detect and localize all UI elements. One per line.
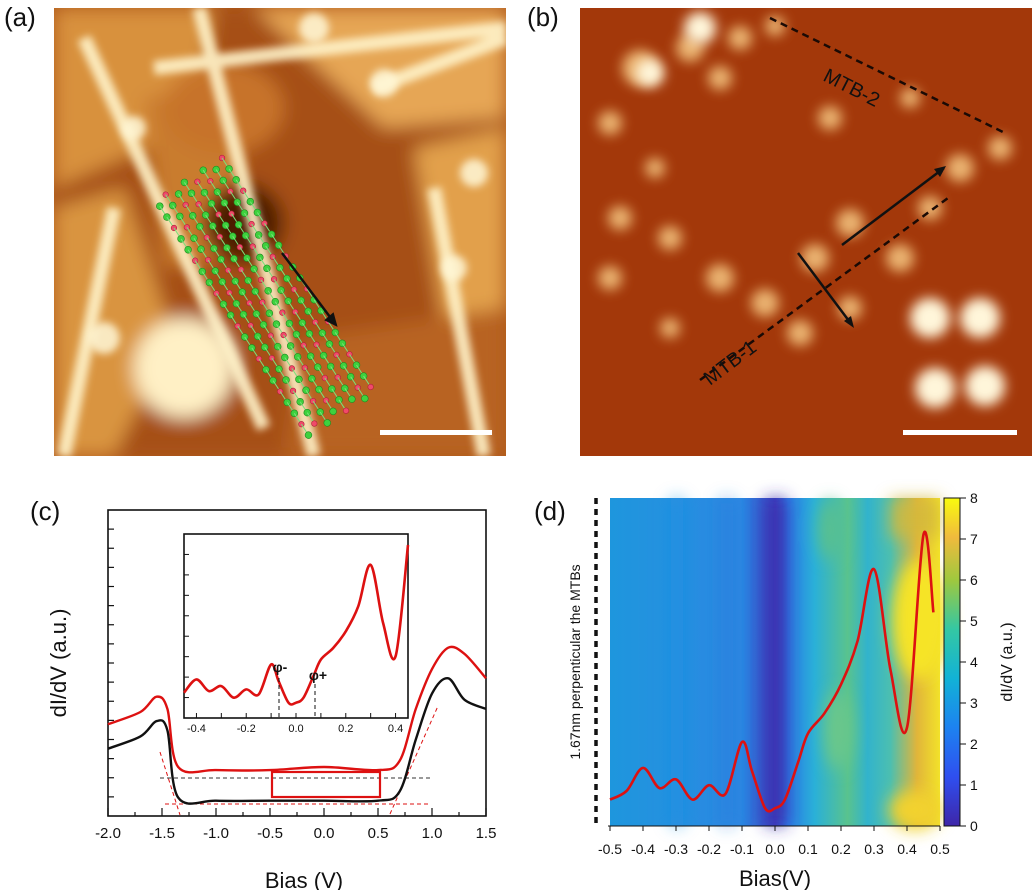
- x-tick-label-c: 0.0: [314, 825, 335, 842]
- colorbar-tick-label: 3: [970, 695, 978, 711]
- panel-label-d: (d): [534, 496, 566, 526]
- highlight-box: [270, 770, 382, 799]
- colorbar-tick-label: 2: [970, 736, 978, 752]
- arrow-a: [281, 252, 337, 326]
- inset-x-tick-label: 0.0: [288, 723, 303, 735]
- atom-red: [342, 407, 350, 414]
- panel-label-b: (b): [527, 2, 559, 32]
- spectrum-black: [107, 677, 487, 805]
- colorbar-tick-label: 8: [970, 490, 978, 506]
- phi-plus-label: φ+: [309, 667, 327, 683]
- scale-bar-b: [903, 430, 1017, 435]
- colorbar-tick-label: 7: [970, 531, 978, 547]
- x-tick-label-d: -0.1: [730, 841, 754, 857]
- edge-guide-right: [389, 705, 439, 815]
- x-tick-label-d: 0.2: [831, 841, 851, 857]
- stm-image-b: MTB-2 MTB-1: [580, 8, 1032, 456]
- x-tick-label-d: 0.1: [798, 841, 818, 857]
- x-tick-label-c: -0.5: [257, 825, 283, 842]
- x-tick-label-d: 0.4: [897, 841, 917, 857]
- ylabel-d: 1.67nm perpenticular the MTBs: [567, 564, 583, 759]
- x-tick-label-c: -1.0: [203, 825, 229, 842]
- inset-x-tick-label: -0.4: [187, 723, 206, 735]
- x-tick-label-d: -0.5: [598, 841, 622, 857]
- panel-label-c: (c): [30, 496, 61, 526]
- xlabel-c: Bias (V): [265, 868, 343, 890]
- colorbar-label: dI/dV (a.u.): [999, 622, 1016, 701]
- atom-red: [367, 383, 374, 391]
- heatmap-image: [610, 498, 948, 830]
- colorbar: [943, 497, 961, 827]
- heatmap-chart-d: 1.67nm perpenticular the MTBs -0.5 -0.4 -0…: [567, 490, 1016, 890]
- inset-frame: [183, 533, 409, 719]
- x-tick-label-c: 0.5: [368, 825, 389, 842]
- colorbar-tick-label: 1: [970, 777, 978, 793]
- colorbar-tick-label: 4: [970, 654, 978, 670]
- inset-x-tick-label: 0.4: [388, 723, 403, 735]
- x-tick-label-d: -0.4: [631, 841, 655, 857]
- atom-green: [329, 407, 337, 416]
- colorbar-tick-label: 0: [970, 818, 978, 834]
- phi-minus-label: φ-: [273, 659, 288, 675]
- inset-spectrum-red: [182, 544, 410, 706]
- x-tick-label-d: 0.3: [864, 841, 884, 857]
- x-tick-label-d: -0.2: [697, 841, 721, 857]
- atom-red: [311, 420, 318, 427]
- arrow-b-2-head: [844, 316, 854, 328]
- atom-green: [323, 419, 331, 427]
- x-tick-label-d: 0.0: [765, 841, 785, 857]
- spectra-chart-c: -2.0 -1.5 -1.0 -0.5 0.0 0.5 1.0 1.5 Bias (V) dI…: [46, 509, 497, 890]
- stm-image-a: [54, 8, 506, 456]
- xlabel-d: Bias(V): [739, 866, 811, 890]
- arrow-a-head: [324, 312, 338, 327]
- x-tick-label-c: 1.0: [422, 825, 443, 842]
- inset-x-tick-label: -0.2: [237, 723, 256, 735]
- scale-bar-a: [380, 430, 492, 435]
- atom-green: [348, 395, 356, 403]
- arrow-b-1: [841, 167, 945, 246]
- atom-green: [304, 431, 313, 439]
- x-tick-label-c: -1.5: [149, 825, 175, 842]
- spectrum-red: [107, 645, 487, 774]
- atom-green: [361, 394, 369, 403]
- x-tick-label-c: 1.5: [476, 825, 497, 842]
- arrow-b-1-head: [934, 166, 946, 177]
- colorbar-tick-label: 6: [970, 572, 978, 588]
- colorbar-tick-label: 5: [970, 613, 978, 629]
- ylabel-c: dI/dV (a.u.): [46, 609, 71, 718]
- atomic-model: [156, 154, 374, 439]
- x-tick-label-d: 0.5: [930, 841, 950, 857]
- panel-label-a: (a): [4, 2, 36, 32]
- mtb-1-line: [699, 196, 949, 382]
- inset-x-tick-label: 0.2: [338, 723, 353, 735]
- overlay-spectrum-red: [609, 530, 935, 813]
- mtb-2-line: [769, 16, 1006, 135]
- arrow-b-2: [797, 252, 853, 326]
- x-tick-label-d: -0.3: [664, 841, 688, 857]
- x-tick-label-c: -2.0: [95, 825, 121, 842]
